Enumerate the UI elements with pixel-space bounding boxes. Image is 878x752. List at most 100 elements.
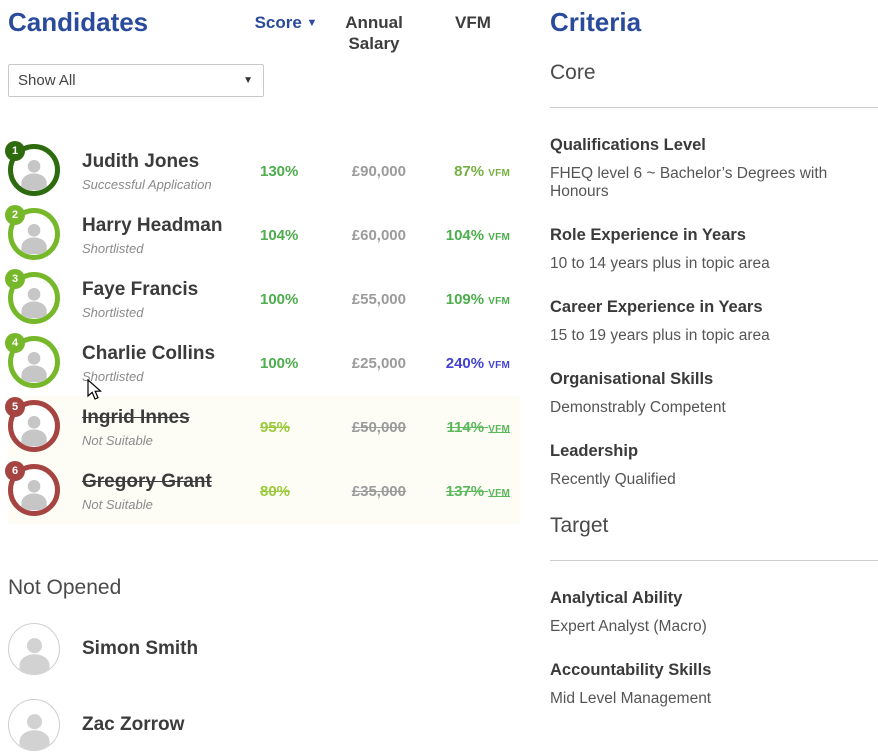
criteria-sections: Core Qualifications Level FHEQ level 6 ~… [550,61,878,708]
candidate-salary: £35,000 [351,483,406,500]
person-icon [21,416,47,447]
candidate-name-cell: Faye Francis Shortlisted [74,279,250,320]
criteria-item-label: Career Experience in Years [550,297,763,316]
candidate-row[interactable]: 1 Judith Jones Successful Application 13… [5,140,520,204]
rank-badge: 4 [5,332,25,353]
candidate-list: 1 Judith Jones Successful Application 13… [5,140,520,524]
criteria-section-title: Target [550,513,609,537]
candidate-status: Successful Application [82,176,212,192]
person-icon [21,480,47,511]
candidates-panel: Candidates Score ▼ Annual Salary VFM Show… [5,7,520,752]
criteria-item-label: Accountability Skills [550,660,712,679]
candidate-name-cell: Charlie Collins Shortlisted [74,343,250,384]
criteria-item: Analytical Ability Expert Analyst (Macro… [550,589,878,636]
not-opened-name: Zac Zorrow [82,713,185,735]
candidate-salary: £60,000 [351,227,406,244]
candidate-status: Shortlisted [82,368,144,384]
candidate-name-cell: Harry Headman Shortlisted [74,215,250,256]
person-icon [21,160,47,191]
criteria-item-label: Leadership [550,441,639,460]
not-opened-row[interactable]: Zac Zorrow [8,698,520,752]
criteria-title: Criteria [550,7,642,37]
candidate-name: Judith Jones [82,151,200,173]
candidate-vfm: 104% VFM [445,227,510,244]
candidate-salary: £50,000 [351,419,406,436]
criteria-item-value: 10 to 14 years plus in topic area [550,254,770,272]
candidate-review-screen: { "page": { "title": "Candidates", "filt… [5,7,878,751]
candidate-vfm: 109% VFM [445,291,510,308]
candidate-vfm: 240% VFM [445,355,510,372]
candidate-vfm: 87% VFM [454,163,510,180]
candidate-score: 130% [260,163,299,180]
candidate-name-cell: Gregory Grant Not Suitable [74,471,250,512]
candidate-score: 100% [260,355,299,372]
candidate-name-cell: Ingrid Innes Not Suitable [74,407,250,448]
candidate-name-cell: Judith Jones Successful Application [74,151,250,192]
candidate-status: Not Suitable [82,496,153,512]
vfm-header: VFM [455,13,491,32]
filter-selected-value: Show All [18,71,76,89]
candidate-avatar: 1 [5,140,64,200]
candidate-status: Shortlisted [82,304,144,320]
candidate-row[interactable]: 2 Harry Headman Shortlisted 104% £60,000… [5,204,520,268]
candidate-avatar: 2 [5,204,64,264]
criteria-items: Qualifications Level FHEQ level 6 ~ Bach… [550,136,878,489]
not-opened-row[interactable]: Simon Smith [8,622,520,676]
show-all-filter-dropdown[interactable]: Show All ▼ [8,63,264,97]
candidate-vfm: 114% VFM [446,419,510,436]
criteria-item-label: Analytical Ability [550,588,683,607]
candidate-name: Harry Headman [82,215,223,237]
criteria-section: Core Qualifications Level FHEQ level 6 ~… [550,61,878,489]
person-icon [18,713,50,750]
candidate-status: Shortlisted [82,240,144,256]
candidate-row[interactable]: 4 Charlie Collins Shortlisted 100% £25,0… [5,332,520,396]
annual-salary-header: Annual Salary [345,13,403,54]
criteria-item-value: Mid Level Management [550,689,712,707]
person-icon [21,288,47,319]
rank-badge: 5 [5,396,25,417]
criteria-item-label: Role Experience in Years [550,225,746,244]
candidate-row[interactable]: 6 Gregory Grant Not Suitable 80% £35,000… [5,459,520,524]
criteria-panel: Criteria Core Qualifications Level FHEQ … [550,8,878,733]
criteria-item: Organisational Skills Demonstrably Compe… [550,370,878,417]
vfm-suffix-label: VFM [488,360,510,371]
not-opened-title: Not Opened [8,575,122,599]
candidate-salary: £25,000 [351,355,406,372]
score-sort-header[interactable]: Score ▼ [250,8,322,33]
rank-badge: 3 [5,268,25,289]
not-opened-list: Simon Smith Zac Zorrow [8,622,520,752]
person-icon [21,352,47,383]
avatar-ring [8,143,60,196]
criteria-item-value: Recently Qualified [550,470,676,488]
criteria-section: Target Analytical Ability Expert Analyst… [550,514,878,708]
candidate-name: Ingrid Innes [82,407,190,429]
candidate-score: 80% [260,483,291,500]
not-opened-avatar [8,622,60,675]
rank-badge: 1 [5,140,25,161]
sort-caret-icon: ▼ [306,17,318,29]
candidates-title: Candidates [8,7,149,37]
person-icon [21,224,47,255]
criteria-item: Qualifications Level FHEQ level 6 ~ Bach… [550,136,878,201]
criteria-section-title: Core [550,60,596,84]
vfm-suffix-label: VFM [488,168,510,179]
criteria-item-value: 15 to 19 years plus in topic area [550,326,770,344]
criteria-items: Analytical Ability Expert Analyst (Macro… [550,589,878,708]
rank-badge: 6 [5,460,25,481]
criteria-item-value: FHEQ level 6 ~ Bachelor’s Degrees with H… [550,164,828,200]
criteria-item: Role Experience in Years 10 to 14 years … [550,226,878,273]
score-sort-label: Score [254,13,302,32]
vfm-suffix-label: VFM [488,296,510,307]
not-opened-name: Simon Smith [82,637,199,659]
criteria-item: Leadership Recently Qualified [550,442,878,489]
candidate-avatar: 3 [5,268,64,328]
candidate-name: Gregory Grant [82,471,212,493]
vfm-suffix-label: VFM [488,488,510,499]
candidate-salary: £90,000 [351,163,406,180]
candidate-row[interactable]: 3 Faye Francis Shortlisted 100% £55,000 … [5,268,520,332]
candidate-score: 104% [260,227,299,244]
section-divider [550,106,878,108]
candidate-row[interactable]: 5 Ingrid Innes Not Suitable 95% £50,000 … [5,395,520,460]
criteria-item-value: Expert Analyst (Macro) [550,617,707,635]
not-opened-avatar [8,698,60,751]
